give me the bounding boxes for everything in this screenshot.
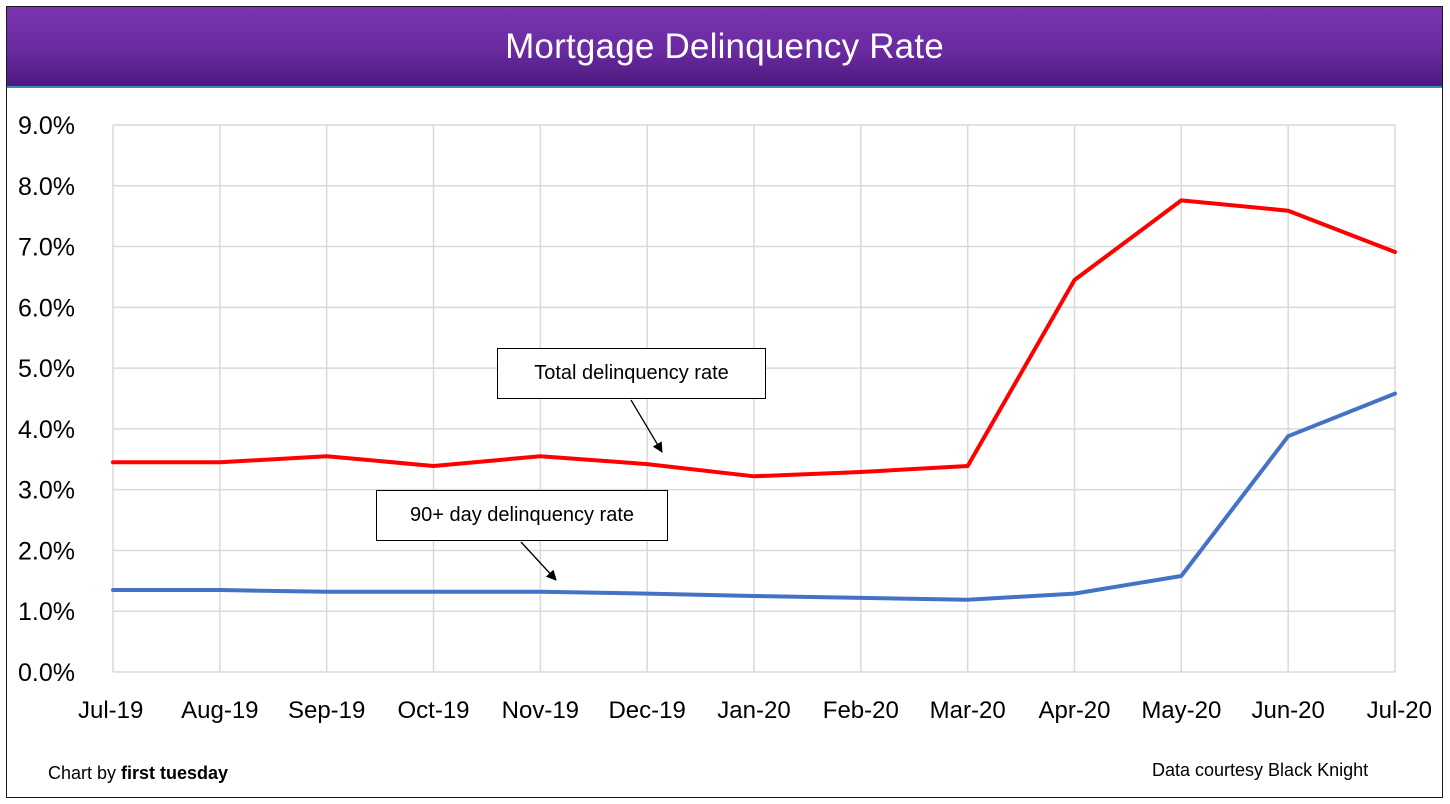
x-tick-label: Feb-20 bbox=[823, 697, 899, 724]
chart-frame: Mortgage Delinquency Rate bbox=[6, 6, 1443, 798]
chart-credit-prefix: Chart by bbox=[48, 763, 122, 783]
chart-credit: Chart by first tuesday bbox=[48, 763, 228, 784]
y-tick-label: 0.0% bbox=[18, 659, 75, 687]
x-tick-label: May-20 bbox=[1141, 697, 1221, 724]
x-tick-label: Sep-19 bbox=[288, 697, 365, 724]
total-callout-arrow bbox=[630, 399, 663, 453]
ninety-callout-label: 90+ day delinquency rate bbox=[376, 490, 668, 541]
x-tick-label: Nov-19 bbox=[502, 697, 579, 724]
y-tick-label: 1.0% bbox=[18, 598, 75, 626]
series-line-total-delinquency-rate bbox=[111, 198, 1397, 479]
y-tick-label: 4.0% bbox=[18, 416, 75, 444]
y-tick-label: 5.0% bbox=[18, 355, 75, 383]
series-line-90-day-delinquency-rate bbox=[111, 391, 1397, 602]
x-tick-label: Jul-20 bbox=[1367, 697, 1432, 724]
x-tick-label: Oct-19 bbox=[397, 697, 469, 724]
chart-credit-name: first tuesday bbox=[121, 763, 229, 783]
x-tick-label: Jul-19 bbox=[78, 697, 143, 724]
ninety-callout-arrow bbox=[520, 541, 557, 581]
chart-title: Mortgage Delinquency Rate bbox=[505, 26, 944, 66]
y-tick-label: 6.0% bbox=[18, 294, 75, 322]
x-tick-label: Jun-20 bbox=[1251, 697, 1324, 724]
y-tick-label: 2.0% bbox=[18, 537, 75, 565]
y-tick-label: 3.0% bbox=[18, 477, 75, 505]
y-tick-label: 7.0% bbox=[18, 234, 75, 262]
y-axis-ticks: 0.0% 1.0% 2.0% 3.0% 4.0% 5.0% 6.0% 7.0% 8.0% 9.0% bbox=[18, 112, 75, 687]
x-axis-ticks: Jul-19 Aug-19 Sep-19 Oct-19 Nov-19 Dec-19 Jan-… bbox=[78, 697, 1432, 724]
callout-arrows bbox=[520, 399, 663, 581]
data-source: Data courtesy Black Knight bbox=[1152, 760, 1369, 780]
y-tick-label: 8.0% bbox=[18, 173, 75, 201]
x-tick-label: Mar-20 bbox=[930, 697, 1006, 724]
x-tick-label: Jan-20 bbox=[717, 697, 790, 724]
total-callout-label: Total delinquency rate bbox=[497, 348, 766, 399]
x-tick-label: Apr-20 bbox=[1038, 697, 1110, 724]
x-tick-label: Dec-19 bbox=[608, 697, 685, 724]
series-lines bbox=[111, 198, 1397, 602]
grid bbox=[112, 124, 1396, 673]
x-tick-label: Aug-19 bbox=[181, 697, 258, 724]
title-bar: Mortgage Delinquency Rate bbox=[7, 7, 1442, 88]
y-tick-label: 9.0% bbox=[18, 112, 75, 140]
